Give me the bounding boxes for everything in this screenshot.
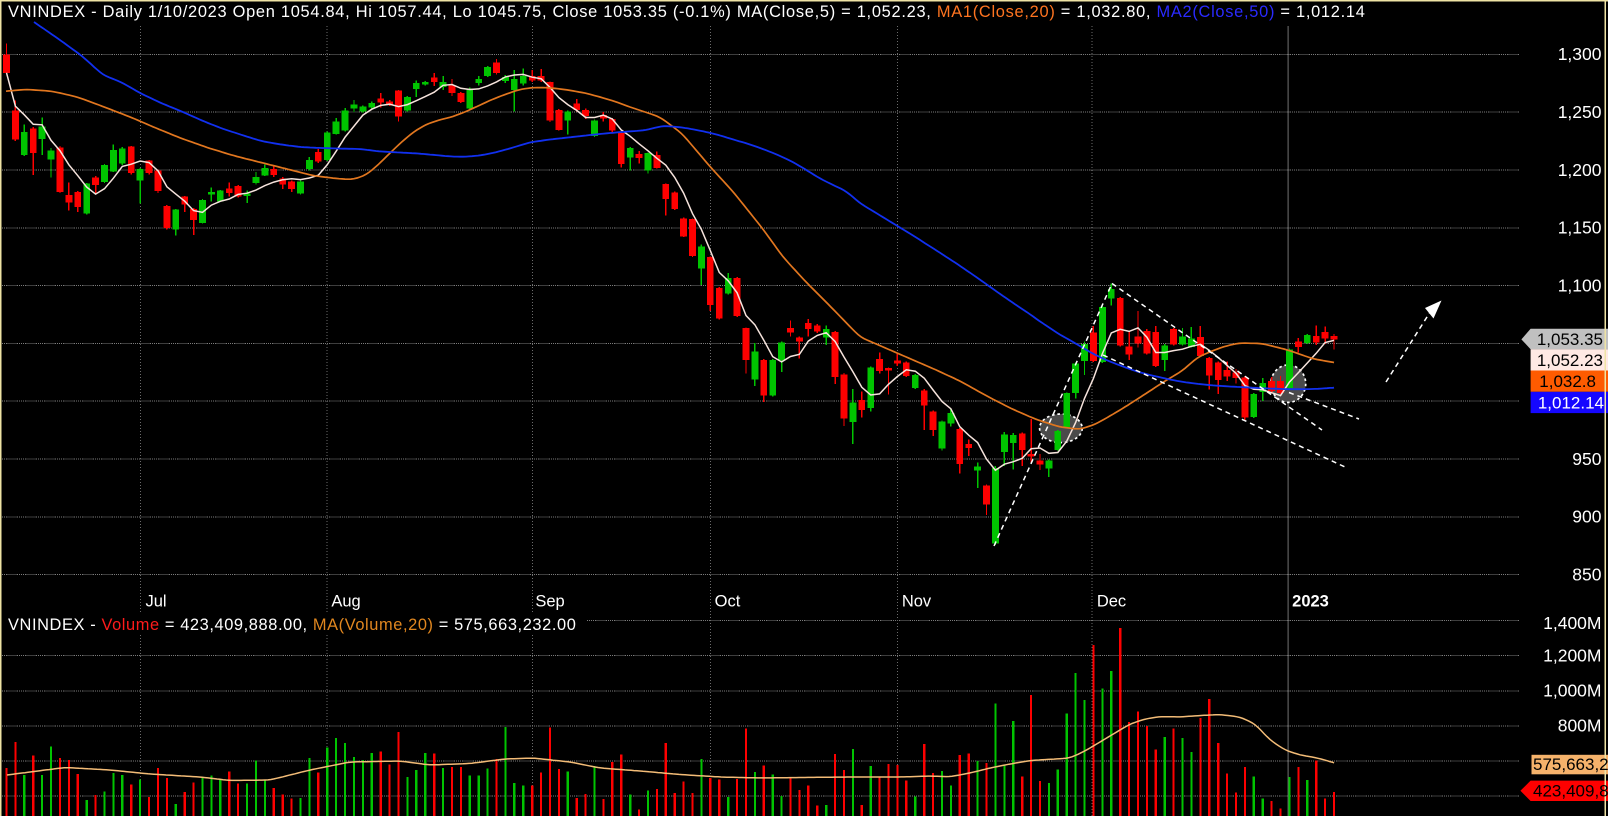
svg-text:1,300: 1,300 bbox=[1558, 44, 1602, 64]
svg-text:1,200M: 1,200M bbox=[1543, 645, 1601, 665]
svg-text:1,052.23: 1,052.23 bbox=[1537, 351, 1603, 370]
svg-text:800M: 800M bbox=[1558, 716, 1602, 736]
svg-text:Nov: Nov bbox=[902, 593, 932, 611]
svg-text:Aug: Aug bbox=[331, 593, 360, 611]
svg-text:1,032.8: 1,032.8 bbox=[1539, 372, 1596, 391]
svg-text:Dec: Dec bbox=[1097, 593, 1126, 611]
svg-text:VNINDEX - Daily 1/10/2023 Open: VNINDEX - Daily 1/10/2023 Open 1054.84, … bbox=[8, 3, 1366, 21]
svg-text:1,150: 1,150 bbox=[1558, 218, 1602, 238]
svg-text:1,100: 1,100 bbox=[1558, 275, 1602, 295]
svg-text:Jul: Jul bbox=[145, 593, 166, 611]
svg-text:900: 900 bbox=[1572, 507, 1601, 527]
svg-text:1,200: 1,200 bbox=[1558, 160, 1602, 180]
svg-text:1,250: 1,250 bbox=[1558, 102, 1602, 122]
svg-text:Sep: Sep bbox=[535, 593, 564, 611]
svg-text:2023: 2023 bbox=[1292, 593, 1329, 611]
svg-text:1,053.35: 1,053.35 bbox=[1537, 330, 1603, 349]
svg-text:575,663,2: 575,663,2 bbox=[1533, 755, 1608, 774]
svg-text:1,012.14: 1,012.14 bbox=[1538, 393, 1604, 412]
svg-text:1,000M: 1,000M bbox=[1543, 681, 1601, 701]
svg-text:423,409,8: 423,409,8 bbox=[1533, 782, 1608, 801]
svg-text:Oct: Oct bbox=[715, 593, 741, 611]
svg-text:850: 850 bbox=[1572, 564, 1601, 584]
svg-text:950: 950 bbox=[1572, 449, 1601, 469]
svg-text:1,400M: 1,400M bbox=[1543, 613, 1601, 633]
svg-text:VNINDEX - Volume = 423,409,888: VNINDEX - Volume = 423,409,888.00, MA(Vo… bbox=[8, 616, 576, 634]
